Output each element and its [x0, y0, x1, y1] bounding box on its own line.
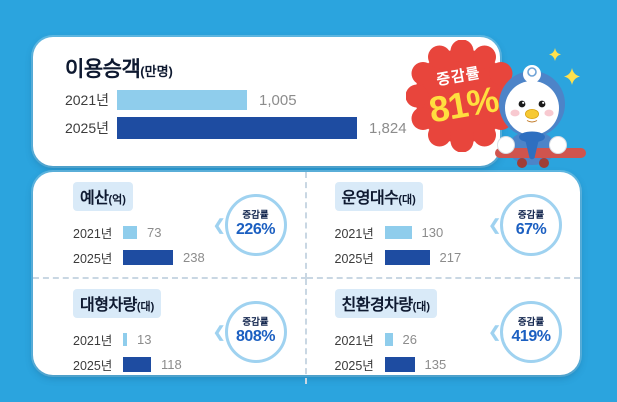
bar-value: 73 [147, 225, 162, 240]
quadrant-eco-vehicles: 친환경차량(대) 2021년 26 2025년 135 ❮ 증감률 419% [307, 279, 581, 384]
badge-label: 증감률 [242, 209, 269, 221]
mascot-foot [517, 158, 527, 168]
sparkle-icon [549, 48, 580, 85]
row-2021: 2021년 13 [73, 330, 182, 349]
bar-value: 135 [424, 357, 447, 372]
row-2025: 2025년 217 [334, 248, 462, 267]
year-label: 2021년 [334, 334, 374, 348]
stats-card: 예산(억) 2021년 73 2025년 238 ❮ 증감률 226% [33, 172, 580, 384]
bar-value: 1,005 [259, 91, 297, 109]
change-rate-badge: ❮ 증감률 419% [488, 300, 562, 363]
bar-2021 [123, 333, 127, 346]
mascot-beak [525, 109, 540, 120]
mascot-eye [518, 100, 526, 108]
badge-circle: 증감률 226% [224, 193, 287, 256]
mascot-illustration [495, 48, 586, 168]
badge-value: 67% [515, 221, 547, 239]
chevron-left-icon: ❮ [488, 323, 501, 341]
quadrant-title-unit: (억) [108, 194, 126, 206]
passengers-row-2025: 2025년 1,824 [57, 117, 500, 139]
bar-2025 [123, 250, 173, 265]
bar-2025 [384, 357, 415, 372]
quadrant-title-unit: (대) [412, 301, 431, 313]
mascot-hand [549, 136, 567, 154]
chevron-left-icon: ❮ [212, 323, 226, 341]
quadrant-budget: 예산(억) 2021년 73 2025년 238 ❮ 증감률 226% [33, 172, 307, 279]
quadrant-fleet: 운영대수(대) 2021년 130 2025년 217 ❮ 증감률 67% [306, 172, 580, 279]
year-label: 2021년 [334, 227, 374, 241]
passengers-row-2021: 2021년 1,005 [57, 90, 500, 110]
bar-value: 130 [421, 225, 444, 240]
badge-value: 808% [236, 328, 275, 346]
year-label: 2021년 [64, 92, 109, 108]
row-2021: 2021년 73 [73, 223, 205, 242]
passengers-title-text: 이용승객 [65, 58, 141, 81]
bar-value: 26 [402, 332, 417, 347]
row-2025: 2025년 135 [334, 355, 447, 374]
badge-value: 226% [236, 221, 275, 239]
quadrant-title: 친환경차량(대) [334, 289, 438, 318]
bar-2021 [384, 333, 393, 346]
starburst-seal-icon [406, 40, 518, 152]
mascot-scarf-tail [525, 139, 539, 160]
bar-2021 [384, 226, 412, 239]
badge-value: 419% [511, 328, 551, 346]
year-label: 2021년 [73, 334, 113, 348]
bar-2025 [117, 117, 357, 139]
mascot-cheek [544, 109, 554, 117]
chevron-left-icon: ❮ [212, 216, 226, 234]
mascot-foot [539, 158, 549, 168]
year-label: 2025년 [73, 359, 113, 373]
bar-value: 13 [137, 332, 152, 347]
quadrant-large-vehicles: 대형차량(대) 2021년 13 2025년 118 ❮ 증감률 808% [33, 279, 307, 384]
quadrant-title-text: 예산 [80, 190, 109, 207]
mascot-curl [527, 67, 537, 77]
change-rate-starburst: 증감률 81% [406, 40, 518, 152]
badge-label: 증감률 [517, 316, 545, 328]
change-rate-badge: ❮ 증감률 808% [212, 300, 287, 363]
bar-2025 [384, 250, 430, 265]
badge-circle: 증감률 419% [500, 300, 562, 363]
badge-label: 증감률 [242, 316, 269, 328]
year-label: 2025년 [73, 252, 113, 266]
bar-value: 238 [183, 250, 205, 265]
mascot-eye [538, 100, 546, 108]
badge-label: 증감률 [517, 209, 545, 221]
badge-circle: 증감률 67% [500, 193, 562, 256]
passengers-title: 이용승객(만명) [65, 53, 500, 83]
year-label: 2025년 [64, 120, 109, 136]
bar-value: 217 [439, 250, 462, 265]
row-2021: 2021년 130 [335, 223, 462, 242]
row-2025: 2025년 118 [73, 355, 182, 374]
mascot-face [505, 81, 559, 135]
quadrant-title-unit: (대) [136, 301, 155, 313]
quadrant-title-unit: (대) [398, 194, 416, 206]
row-2025: 2025년 238 [73, 248, 205, 267]
change-rate-badge: ❮ 증감률 226% [212, 193, 287, 256]
mascot-cheek [510, 109, 520, 117]
chevron-left-icon: ❮ [488, 216, 501, 234]
mascot-hand [497, 136, 515, 154]
change-rate-badge: ❮ 증감률 67% [488, 193, 562, 256]
quadrant-title-text: 친환경차량 [341, 297, 414, 314]
bar-2021 [123, 226, 137, 239]
year-label: 2021년 [73, 227, 113, 241]
quadrant-title-text: 대형차량 [80, 297, 137, 314]
quadrant-title: 대형차량(대) [73, 289, 162, 318]
bar-2025 [123, 357, 151, 372]
bar-value: 1,824 [369, 119, 407, 137]
quadrant-title: 운영대수(대) [334, 182, 423, 211]
year-label: 2025년 [334, 252, 374, 266]
year-label: 2025년 [334, 359, 374, 373]
quadrant-title-text: 운영대수 [341, 190, 399, 207]
bar-2021 [117, 90, 247, 110]
row-2021: 2021년 26 [335, 330, 447, 349]
bar-value: 118 [161, 357, 182, 372]
mascot-scarf [519, 131, 545, 143]
badge-circle: 증감률 808% [224, 300, 287, 363]
stats-grid: 예산(억) 2021년 73 2025년 238 ❮ 증감률 226% [33, 172, 580, 384]
passengers-title-unit: (만명) [140, 64, 173, 79]
quadrant-title: 예산(억) [73, 182, 133, 211]
